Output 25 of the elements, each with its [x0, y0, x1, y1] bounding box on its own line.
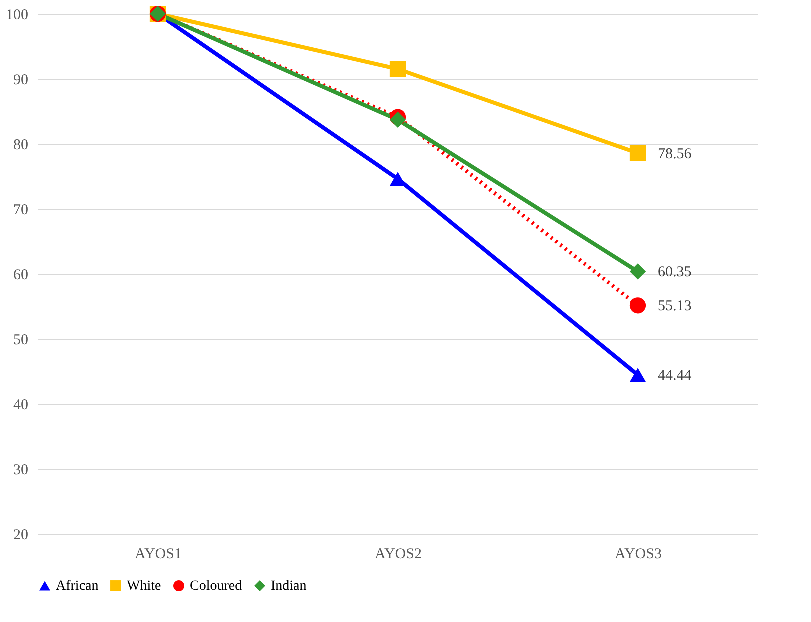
legend-label: Indian [271, 579, 307, 594]
legend-label: White [127, 579, 162, 594]
data-label: 44.44 [658, 368, 692, 384]
y-tick-label: 100 [6, 8, 28, 24]
data-label: 78.56 [658, 146, 692, 162]
y-tick-label: 40 [14, 398, 28, 414]
x-tick-label: AYOS2 [375, 546, 422, 562]
x-tick-label: AYOS3 [615, 546, 662, 562]
y-tick-label: 30 [14, 462, 28, 478]
x-tick-label: AYOS1 [135, 546, 182, 562]
y-tick-label: 80 [14, 138, 28, 154]
legend-label: African [56, 579, 99, 594]
y-tick-label: 20 [14, 528, 28, 544]
point [390, 112, 406, 128]
data-label: 60.35 [658, 264, 692, 281]
y-tick-label: 60 [14, 268, 28, 284]
y-tick-label: 50 [14, 332, 28, 348]
data-label: 55.13 [658, 298, 692, 315]
point [630, 298, 646, 314]
point [390, 61, 406, 78]
y-tick-label: 70 [14, 202, 28, 218]
point [630, 264, 646, 280]
point [630, 145, 646, 162]
y-tick-label: 90 [14, 72, 28, 88]
legend-label: Coloured [190, 579, 242, 594]
